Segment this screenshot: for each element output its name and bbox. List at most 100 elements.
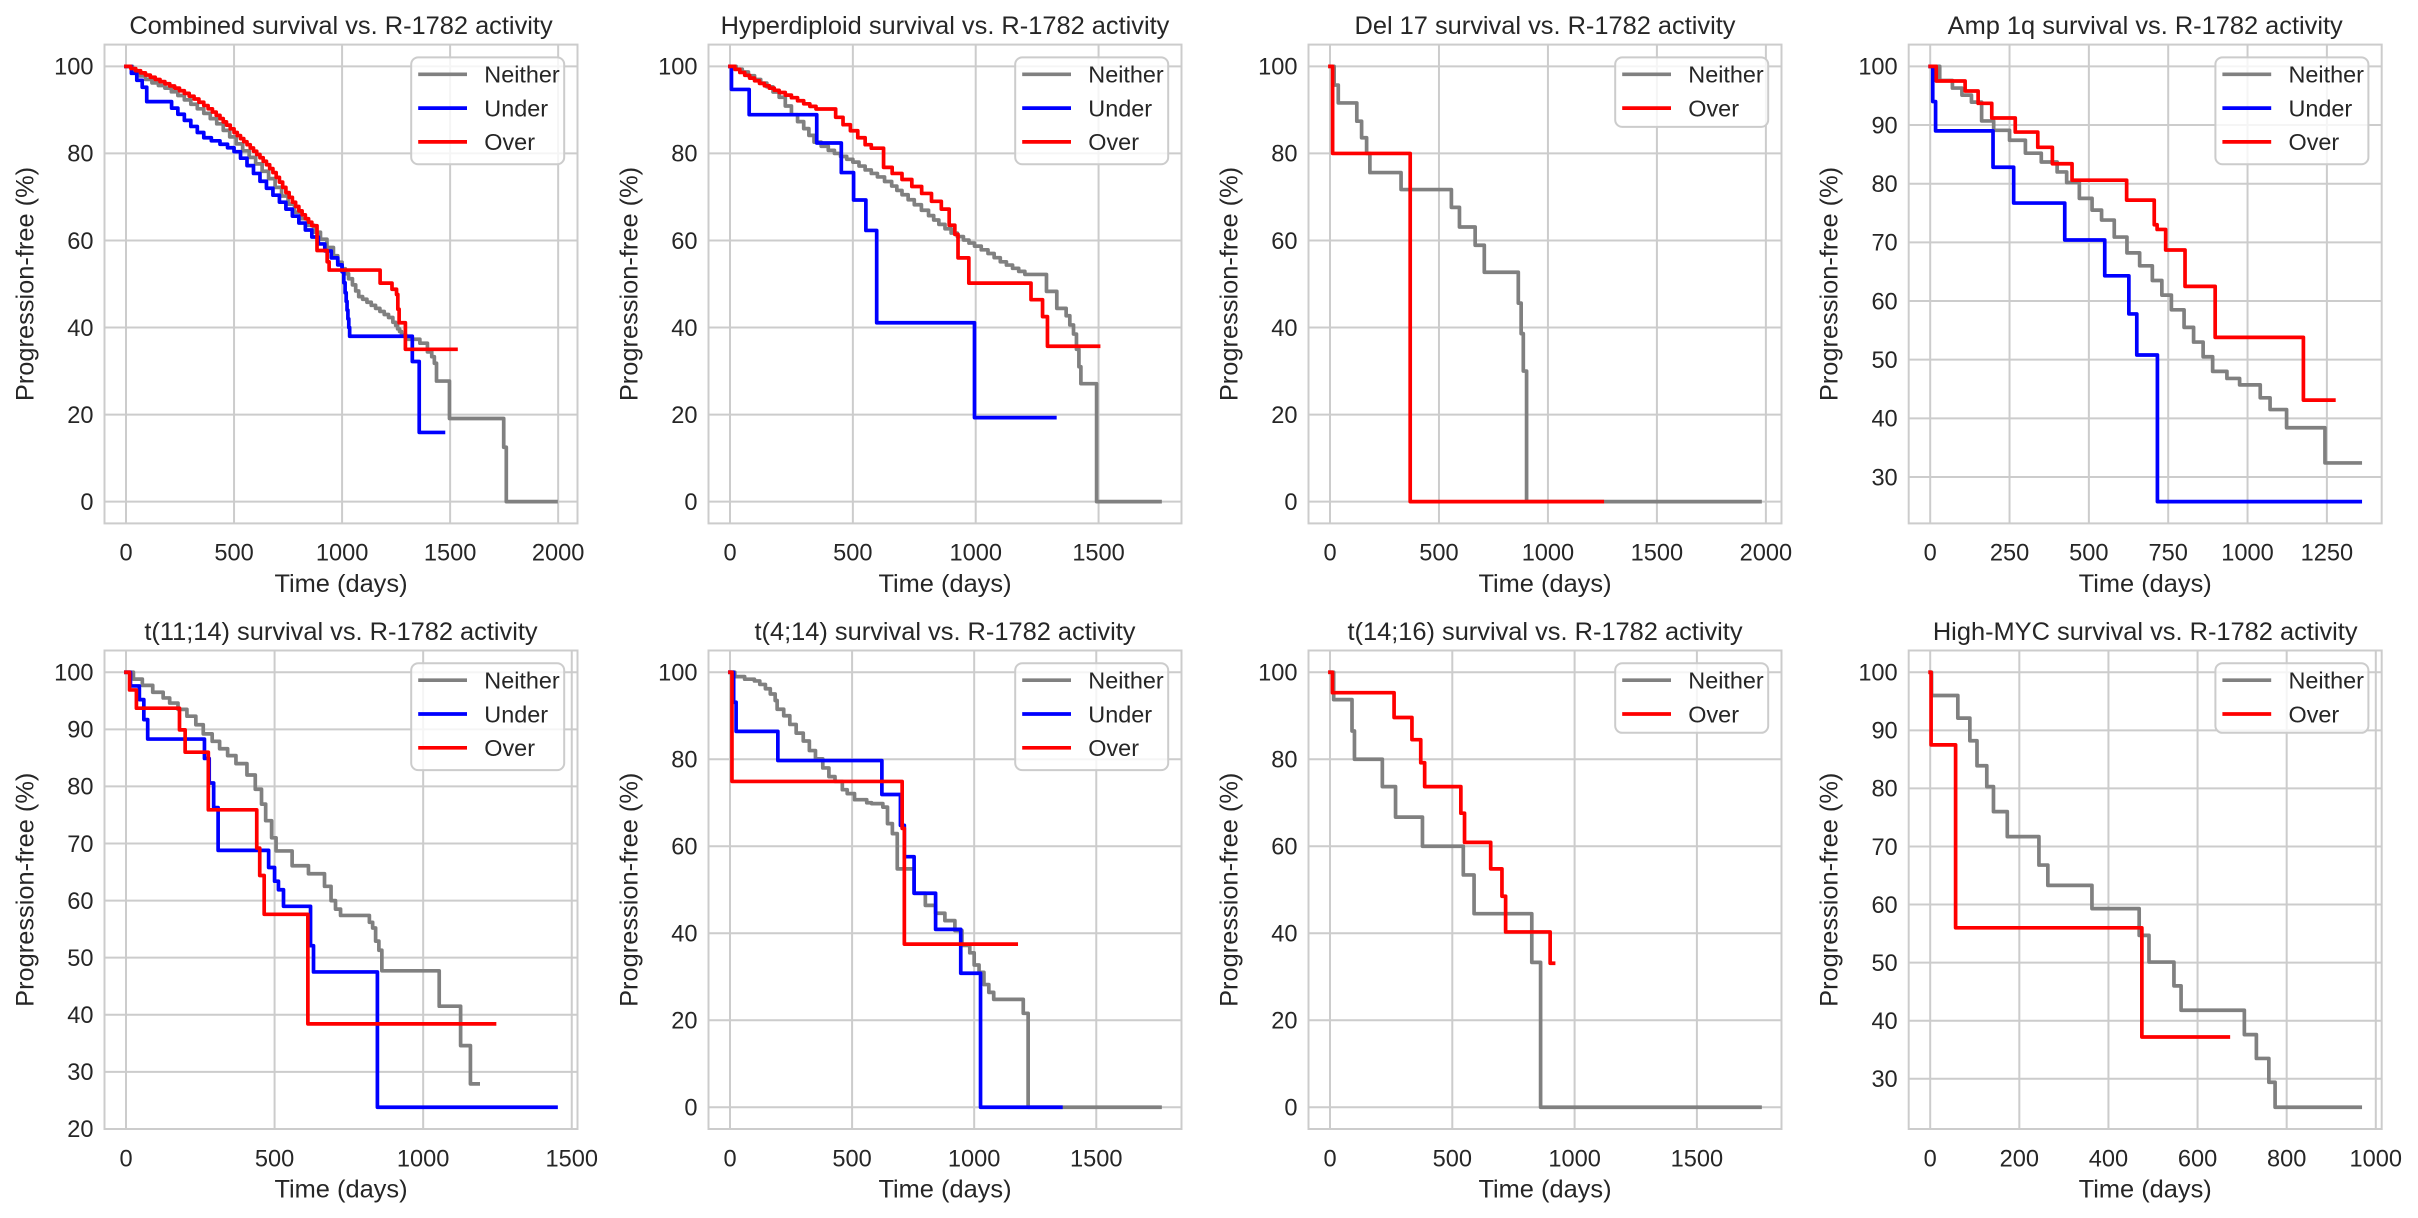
svg-text:20: 20 [67, 1117, 93, 1143]
svg-text:30: 30 [67, 1060, 93, 1086]
svg-text:Under: Under [1088, 95, 1152, 121]
svg-text:1500: 1500 [1631, 541, 1684, 567]
svg-text:Under: Under [1088, 701, 1152, 727]
svg-text:Progression-free (%): Progression-free (%) [616, 773, 644, 1007]
svg-text:0: 0 [1284, 1096, 1297, 1122]
svg-text:50: 50 [1871, 951, 1897, 977]
svg-text:80: 80 [671, 748, 697, 774]
svg-text:Over: Over [1088, 735, 1139, 761]
svg-text:60: 60 [1271, 229, 1297, 255]
svg-text:Neither: Neither [1688, 668, 1764, 694]
svg-text:0: 0 [1924, 1146, 1937, 1172]
svg-text:Time (days): Time (days) [2079, 1176, 2212, 1204]
svg-text:t(14;16) survival vs. R-1782 a: t(14;16) survival vs. R-1782 activity [1347, 618, 1742, 646]
svg-text:100: 100 [1258, 661, 1297, 687]
svg-text:70: 70 [67, 832, 93, 858]
svg-text:1000: 1000 [949, 541, 1002, 567]
svg-text:40: 40 [1271, 922, 1297, 948]
svg-text:1000: 1000 [2221, 541, 2274, 567]
svg-text:30: 30 [1871, 1067, 1897, 1093]
svg-text:Progression-free (%): Progression-free (%) [1216, 773, 1244, 1007]
svg-text:100: 100 [54, 55, 93, 81]
svg-text:Time (days): Time (days) [2079, 570, 2212, 598]
svg-text:0: 0 [684, 490, 697, 516]
svg-text:1500: 1500 [546, 1146, 599, 1172]
svg-text:80: 80 [67, 142, 93, 168]
svg-text:Time (days): Time (days) [878, 570, 1011, 598]
svg-text:t(4;14) survival vs. R-1782 ac: t(4;14) survival vs. R-1782 activity [755, 618, 1136, 646]
svg-text:500: 500 [1433, 1146, 1472, 1172]
svg-text:Under: Under [484, 701, 548, 727]
svg-text:70: 70 [1871, 231, 1897, 257]
svg-text:2000: 2000 [1740, 541, 1793, 567]
svg-text:Over: Over [1688, 701, 1739, 727]
svg-text:Over: Over [1688, 95, 1739, 121]
svg-text:Del 17 survival vs. R-1782 act: Del 17 survival vs. R-1782 activity [1355, 12, 1736, 40]
svg-text:Over: Over [484, 735, 535, 761]
svg-text:80: 80 [1271, 142, 1297, 168]
svg-text:Over: Over [484, 129, 535, 155]
svg-text:40: 40 [1871, 407, 1897, 433]
svg-text:1500: 1500 [424, 541, 477, 567]
svg-text:500: 500 [833, 541, 872, 567]
svg-text:400: 400 [2089, 1146, 2128, 1172]
svg-text:60: 60 [1871, 289, 1897, 315]
svg-text:Time (days): Time (days) [274, 570, 407, 598]
svg-text:100: 100 [1858, 55, 1897, 81]
svg-text:Neither: Neither [1688, 62, 1764, 88]
svg-text:Neither: Neither [1088, 62, 1164, 88]
svg-text:Neither: Neither [484, 62, 560, 88]
svg-text:80: 80 [671, 142, 697, 168]
svg-text:50: 50 [67, 946, 93, 972]
svg-text:20: 20 [1271, 403, 1297, 429]
svg-text:1000: 1000 [1522, 541, 1575, 567]
svg-text:30: 30 [1871, 465, 1897, 491]
svg-text:1500: 1500 [1072, 541, 1125, 567]
svg-text:Hyperdiploid survival vs. R-17: Hyperdiploid survival vs. R-1782 activit… [721, 12, 1170, 40]
svg-text:100: 100 [658, 661, 697, 687]
svg-text:1000: 1000 [316, 541, 369, 567]
svg-text:20: 20 [67, 403, 93, 429]
svg-text:500: 500 [2069, 541, 2108, 567]
svg-text:Progression-free (%): Progression-free (%) [1216, 167, 1244, 401]
svg-text:90: 90 [67, 718, 93, 744]
svg-text:80: 80 [67, 775, 93, 801]
svg-text:Progression-free (%): Progression-free (%) [12, 773, 40, 1007]
svg-text:1250: 1250 [2301, 541, 2354, 567]
svg-text:60: 60 [67, 229, 93, 255]
svg-text:Over: Over [1088, 129, 1139, 155]
svg-text:90: 90 [1871, 719, 1897, 745]
svg-text:60: 60 [67, 889, 93, 915]
svg-text:1000: 1000 [1548, 1146, 1601, 1172]
svg-text:500: 500 [255, 1146, 294, 1172]
svg-text:Progression-free (%): Progression-free (%) [616, 167, 644, 401]
svg-text:500: 500 [214, 541, 253, 567]
svg-text:1500: 1500 [1671, 1146, 1724, 1172]
svg-text:60: 60 [1271, 835, 1297, 861]
svg-text:80: 80 [1871, 172, 1897, 198]
svg-text:60: 60 [1871, 893, 1897, 919]
svg-text:500: 500 [1419, 541, 1458, 567]
svg-text:0: 0 [1323, 1146, 1336, 1172]
svg-text:Time (days): Time (days) [1478, 1176, 1611, 1204]
svg-text:0: 0 [1323, 541, 1336, 567]
svg-text:50: 50 [1871, 348, 1897, 374]
svg-text:60: 60 [671, 229, 697, 255]
svg-text:1000: 1000 [397, 1146, 450, 1172]
svg-text:Combined survival vs. R-1782 a: Combined survival vs. R-1782 activity [129, 12, 553, 40]
svg-text:Progression-free (%): Progression-free (%) [1816, 773, 1844, 1007]
svg-text:600: 600 [2178, 1146, 2217, 1172]
svg-text:Neither: Neither [1088, 668, 1164, 694]
svg-text:40: 40 [1271, 316, 1297, 342]
svg-text:1000: 1000 [2350, 1146, 2403, 1172]
svg-text:40: 40 [1871, 1009, 1897, 1035]
svg-text:0: 0 [723, 1146, 736, 1172]
svg-text:0: 0 [684, 1096, 697, 1122]
svg-text:40: 40 [671, 316, 697, 342]
svg-text:40: 40 [67, 1003, 93, 1029]
svg-text:90: 90 [1871, 113, 1897, 139]
svg-text:0: 0 [119, 541, 132, 567]
svg-text:Under: Under [484, 95, 548, 121]
svg-text:70: 70 [1871, 835, 1897, 861]
svg-text:100: 100 [658, 55, 697, 81]
